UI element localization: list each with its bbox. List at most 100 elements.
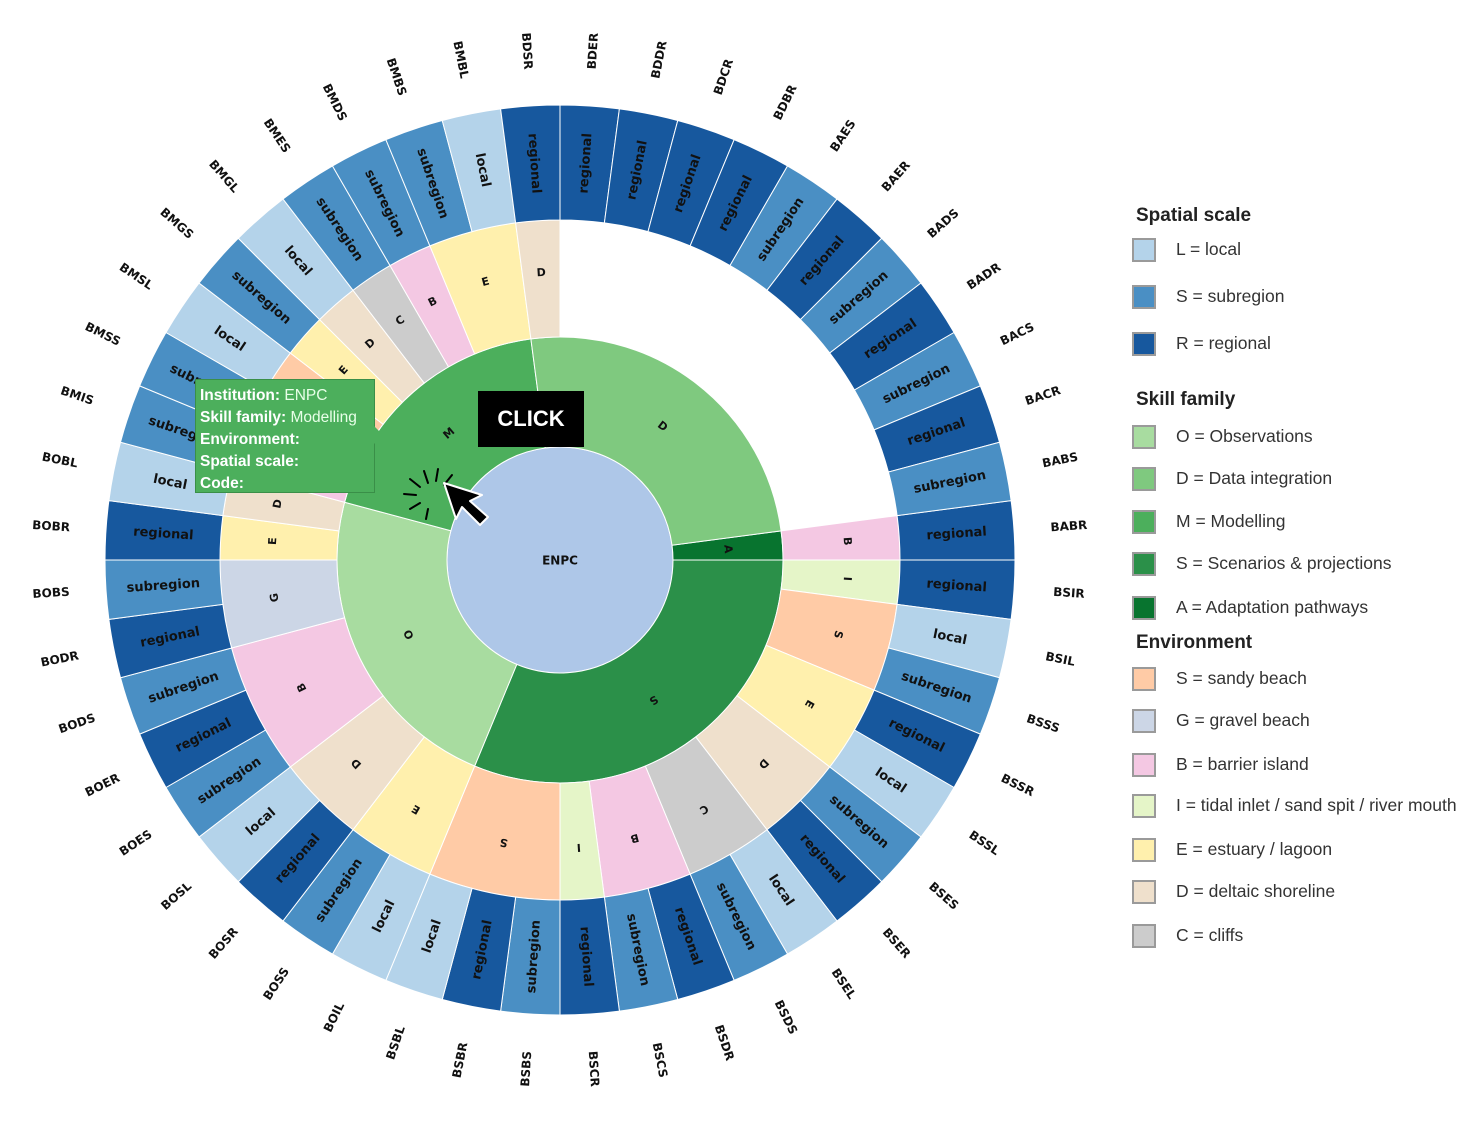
code-label: BACS (998, 320, 1037, 349)
code-label: BMBS (384, 56, 410, 97)
code-label: BMES (261, 116, 294, 155)
code-label: BSBL (383, 1024, 407, 1062)
scale-label: regional (133, 525, 194, 544)
scale-segment[interactable] (887, 441, 1012, 517)
legend-swatch (1132, 596, 1156, 620)
tooltip-key: Skill family: (200, 409, 287, 426)
code-label: BOSR (206, 924, 241, 961)
code-label: BOER (83, 771, 122, 800)
tooltip-institution-row: Institution: ENPC (200, 385, 370, 407)
tooltip-key: Code: (200, 475, 244, 492)
legend-label: S = sandy beach (1176, 668, 1307, 688)
code-label: BSBR (450, 1041, 471, 1079)
code-label: BSER (880, 925, 914, 961)
code-label: BSCR (586, 1051, 602, 1088)
legend-swatch (1132, 753, 1156, 777)
environment-label: B (841, 537, 855, 546)
sunburst-chart: ENPCASOMDBISEDCBISEDBGEDBSEDCBEDregional… (32, 32, 1088, 1088)
code-label: BMIS (59, 383, 96, 407)
tooltip-environment-row: Environment: (200, 429, 370, 451)
environment-label: E (266, 537, 279, 545)
code-label: BAES (827, 117, 858, 154)
code-label: BOSL (158, 879, 194, 913)
code-label: BSBS (518, 1051, 534, 1087)
legend-swatch (1132, 552, 1156, 576)
code-label: BODR (39, 648, 80, 669)
scale-label: local (472, 152, 493, 189)
code-label: BABS (1041, 450, 1079, 471)
segment-tooltip: Institution: ENPC Skill family: Modellin… (195, 379, 383, 495)
environment-label: G (267, 592, 281, 603)
code-label: BSDS (772, 998, 801, 1037)
environment-label: E (480, 275, 491, 290)
scale-label: regional (577, 926, 596, 987)
legend-swatch (1132, 238, 1156, 262)
legend-label: O = Observations (1176, 426, 1313, 446)
code-label: BOIL (321, 1000, 348, 1035)
tooltip-value: ENPC (284, 387, 328, 404)
legend-swatch (1132, 880, 1156, 904)
legend-swatch (1132, 667, 1156, 691)
code-label: BOBR (32, 518, 71, 534)
tooltip-family-row: Skill family: Modelling (200, 407, 370, 429)
tooltip-key: Institution: (200, 387, 281, 404)
tooltip-scale-row: Spatial scale: (200, 451, 370, 473)
code-label: BODS (57, 711, 97, 736)
legend-title-spatial-scale: Spatial scale (1136, 205, 1252, 226)
environment-label: I (576, 841, 581, 854)
legend-item-scenarios[interactable]: S = Scenarios & projections (1132, 551, 1478, 579)
code-label: BMDS (320, 81, 350, 123)
legend-title-skill-family: Skill family (1136, 389, 1236, 410)
legend-item-adaptation[interactable]: A = Adaptation pathways (1132, 595, 1478, 623)
code-label: BMSL (117, 260, 156, 293)
legend-item-deltaic[interactable]: D = deltaic shoreline (1132, 879, 1478, 907)
legend-item-estuary[interactable]: E = estuary / lagoon (1132, 837, 1478, 865)
legend-item-cliffs[interactable]: C = cliffs (1132, 923, 1478, 951)
tooltip-key: Spatial scale: (200, 453, 300, 470)
code-label: BSEL (829, 966, 860, 1002)
legend-title-environment: Environment (1136, 632, 1253, 653)
legend-swatch (1132, 709, 1156, 733)
code-label: BMGL (206, 157, 242, 196)
legend-item-observations[interactable]: O = Observations (1132, 424, 1478, 452)
legend-item-barrier-island[interactable]: B = barrier island (1132, 752, 1478, 780)
legend-item-local[interactable]: L = local (1132, 237, 1478, 265)
legend-item-sandy-beach[interactable]: S = sandy beach (1132, 666, 1478, 694)
legend-item-gravel-beach[interactable]: G = gravel beach (1132, 708, 1478, 736)
code-label: BDER (585, 32, 601, 69)
scale-label: regional (577, 133, 596, 194)
legend-label: S = Scenarios & projections (1176, 553, 1392, 573)
center-label: ENPC (542, 554, 578, 568)
code-label: BMSS (83, 319, 123, 348)
code-label: BADR (964, 260, 1003, 293)
legend-swatch (1132, 425, 1156, 449)
environment-segment[interactable] (780, 515, 901, 561)
legend-item-regional[interactable]: R = regional (1132, 331, 1478, 359)
legend-item-subregion[interactable]: S = subregion (1132, 284, 1478, 312)
environment-label: S (499, 835, 509, 849)
family-segment[interactable] (530, 336, 782, 546)
family-label: A (721, 544, 735, 554)
environment-label: B (629, 831, 640, 846)
code-label: BAER (879, 158, 913, 194)
legend-item-modelling[interactable]: M = Modelling (1132, 509, 1478, 537)
code-label: BDSR (519, 32, 535, 70)
code-label: BSSS (1025, 711, 1062, 735)
click-burst-icon (403, 468, 453, 520)
code-label: BOES (117, 827, 155, 859)
legend-label: D = Data integration (1176, 468, 1333, 488)
tooltip-key: Environment: (200, 431, 300, 448)
click-annotation: CLICK (478, 391, 584, 447)
code-label: BDCR (711, 57, 736, 97)
tooltip-code-row: Code: (200, 473, 370, 495)
legend-swatch (1132, 794, 1156, 818)
code-label: BOBS (32, 585, 70, 601)
code-label: BDDR (648, 40, 669, 80)
scale-label: regional (926, 525, 987, 544)
code-label: BSSL (966, 828, 1002, 858)
environment-label: I (841, 576, 854, 581)
legend-item-data-integration[interactable]: D = Data integration (1132, 466, 1478, 494)
scale-label: subregion (126, 576, 200, 596)
legend-item-tidal-inlet[interactable]: I = tidal inlet / sand spit / river mout… (1132, 793, 1478, 821)
legend-label: G = gravel beach (1176, 710, 1310, 730)
